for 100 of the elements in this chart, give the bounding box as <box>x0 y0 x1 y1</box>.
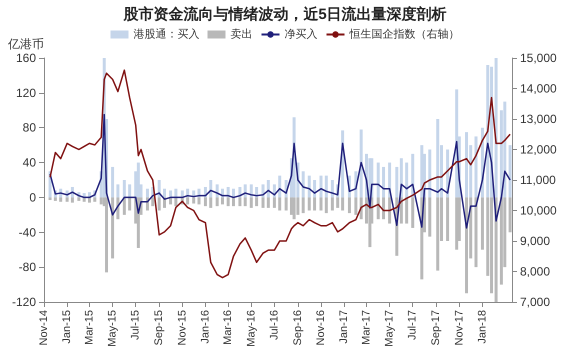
x-tick-label: Mar-17 <box>360 310 372 345</box>
y2-tick-label: 13,000 <box>520 112 558 126</box>
x-tick-label: Mar-15 <box>83 310 96 345</box>
y2-tick-label: 7,000 <box>520 295 550 309</box>
bar <box>382 166 386 198</box>
bar <box>465 132 468 198</box>
bar <box>313 197 316 210</box>
bar <box>266 197 270 208</box>
bar <box>508 197 512 232</box>
y2-tick-label: 9,000 <box>520 234 550 248</box>
bar <box>70 197 74 203</box>
bar <box>320 197 323 210</box>
bar <box>354 197 358 215</box>
y-tick-label: 160 <box>16 51 36 65</box>
bar <box>163 188 166 198</box>
bar <box>122 197 126 215</box>
bar <box>111 166 114 198</box>
y-tick-label: -40 <box>18 225 36 240</box>
bar <box>146 188 149 198</box>
bar <box>250 197 253 208</box>
bar <box>232 197 235 206</box>
y2-tick-label: 12,000 <box>520 142 558 156</box>
x-tick-label: May-17 <box>384 310 396 347</box>
x-tick-label: Jan-16 <box>199 310 212 344</box>
bar <box>455 197 458 250</box>
bar <box>66 197 69 202</box>
bar <box>336 197 340 208</box>
bar <box>330 197 334 210</box>
x-tick-label: Nov-17 <box>453 310 466 346</box>
bar <box>324 176 328 198</box>
bar <box>308 197 311 210</box>
bar <box>151 197 154 206</box>
x-tick-label: May-16 <box>245 310 258 347</box>
bar <box>59 197 62 202</box>
bar <box>197 197 200 204</box>
bar <box>226 197 230 206</box>
y-tick-label: -80 <box>18 260 36 274</box>
x-tick-label: Nov-16 <box>315 310 328 346</box>
bar <box>292 197 296 220</box>
bar <box>508 145 512 198</box>
bar <box>77 197 80 201</box>
y2-tick-label: 11,000 <box>520 173 556 187</box>
bar <box>278 176 282 198</box>
bar <box>255 197 258 206</box>
legend-label: 净买入 <box>284 28 318 40</box>
chart-title: 股市资金流向与情绪波动，近5日流出量深度剖析 <box>122 5 447 23</box>
bar <box>296 197 300 215</box>
bar <box>262 197 265 208</box>
bar <box>348 197 351 214</box>
x-tick-label: Jan-18 <box>476 310 488 344</box>
x-tick-label: Mar-16 <box>222 310 234 345</box>
bar <box>136 162 140 198</box>
bar <box>284 197 288 210</box>
bar <box>158 197 161 210</box>
x-tick-label: Jul-15 <box>130 310 142 340</box>
bar <box>405 162 408 198</box>
bar <box>93 197 96 202</box>
bar <box>324 197 328 214</box>
bar <box>474 136 478 198</box>
bar <box>128 184 132 198</box>
bar <box>360 129 363 198</box>
bar <box>54 197 57 201</box>
bar <box>244 197 247 206</box>
bar <box>436 197 440 271</box>
bar <box>302 171 305 198</box>
bar <box>100 197 103 204</box>
y-tick-label: 40 <box>22 156 36 170</box>
bar <box>376 162 380 198</box>
bar <box>308 176 311 198</box>
bar <box>405 197 408 224</box>
x-tick-label: Sep-15 <box>153 310 166 346</box>
bar <box>220 197 224 204</box>
y-tick-label: 120 <box>16 86 36 100</box>
legend-label: 港股通：买入 <box>134 28 200 40</box>
x-tick-label: Nov-15 <box>176 310 188 346</box>
bar <box>480 197 484 250</box>
x-tick-label: Jul-16 <box>268 310 280 340</box>
x-tick-label: Jan-17 <box>338 310 350 344</box>
x-tick-label: Sep-17 <box>430 310 442 346</box>
bar <box>272 197 276 208</box>
bar <box>204 197 207 206</box>
legend-label: 卖出 <box>230 28 252 40</box>
bar <box>48 197 52 200</box>
y-axis-title: 亿港币 <box>7 37 44 51</box>
y2-tick-label: 15,000 <box>520 51 558 65</box>
y2-tick-label: 8,000 <box>520 264 550 278</box>
bar <box>320 176 323 198</box>
bar <box>446 197 450 241</box>
y-tick-label: -120 <box>12 295 36 309</box>
bar <box>436 119 440 198</box>
bar <box>428 150 432 198</box>
y2-tick-label: 14,000 <box>520 82 558 96</box>
bar <box>503 102 506 198</box>
bar <box>388 197 392 224</box>
bar <box>209 197 212 208</box>
line-series <box>49 114 511 229</box>
bar <box>302 197 305 214</box>
bar <box>128 197 132 210</box>
x-tick-label: Nov-14 <box>38 310 50 346</box>
bar <box>376 197 380 220</box>
